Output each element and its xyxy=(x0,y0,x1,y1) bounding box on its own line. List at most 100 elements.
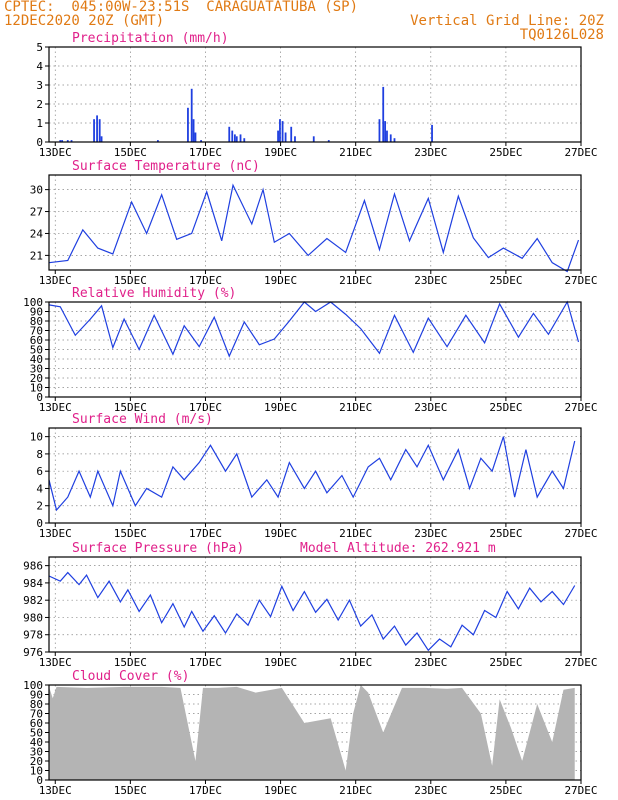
precip-bar xyxy=(384,121,386,142)
precip-bar xyxy=(284,132,287,142)
precip-bar xyxy=(187,107,189,142)
precip-bar xyxy=(93,119,95,142)
x-tick-label: 21DEC xyxy=(339,274,372,287)
header-model-id: TQ0126L028 xyxy=(519,27,604,43)
header-station-line: CPTEC: 045:00W-23:51S CARAGUATATUBA (SP) xyxy=(4,0,359,15)
y-tick-label: 70 xyxy=(30,325,43,338)
panel-frame xyxy=(48,427,582,524)
x-tick-label: 19DEC xyxy=(264,656,297,669)
x-tick-label: 25DEC xyxy=(489,146,522,159)
x-tick-label: 23DEC xyxy=(414,656,447,669)
x-tick-label: 15DEC xyxy=(114,146,147,159)
precip-bar xyxy=(192,119,195,142)
precip-bar xyxy=(190,88,193,142)
header-grid-line-note: Vertical Grid Line: 20Z xyxy=(410,13,604,29)
panel-title: Precipitation (mm/h) xyxy=(72,31,229,46)
x-tick-label: 25DEC xyxy=(489,401,522,414)
y-tick-label: 10 xyxy=(30,382,43,395)
y-tick-label: 0 xyxy=(36,517,43,530)
x-tick-label: 23DEC xyxy=(414,527,447,540)
panel-title: Surface Wind (m/s) xyxy=(72,412,213,427)
precip-bar xyxy=(386,130,388,142)
x-tick-label: 27DEC xyxy=(564,146,597,159)
y-tick-label: 980 xyxy=(23,611,43,624)
x-tick-label: 25DEC xyxy=(489,527,522,540)
y-tick-label: 10 xyxy=(30,765,43,778)
precip-bar xyxy=(281,121,284,142)
panel-1: 21 24 27 30 13DEC 15DEC 17DEC 19DEC 21DEC 23DEC 25… xyxy=(30,159,598,287)
x-tick-label: 27DEC xyxy=(564,274,597,287)
y-tick-label: 20 xyxy=(30,755,43,768)
series-line xyxy=(48,300,580,358)
x-tick-label: 21DEC xyxy=(339,146,372,159)
panel-frame xyxy=(48,556,582,653)
y-tick-label: 30 xyxy=(30,746,43,759)
x-tick-label: 21DEC xyxy=(339,656,372,669)
y-tick-label: 21 xyxy=(30,249,43,262)
panel-title: Relative Humidity (%) xyxy=(72,286,236,301)
y-tick-label: 60 xyxy=(30,717,43,730)
y-tick-label: 0 xyxy=(36,136,43,149)
precip-bar xyxy=(290,126,293,142)
x-tick-label: 21DEC xyxy=(339,401,372,414)
x-tick-label: 27DEC xyxy=(564,784,597,797)
y-tick-label: 90 xyxy=(30,689,43,702)
precip-bar xyxy=(235,136,238,142)
x-tick-label: 13DEC xyxy=(39,656,72,669)
y-tick-label: 90 xyxy=(30,306,43,319)
y-tick-label: 6 xyxy=(36,465,43,478)
y-tick-label: 10 xyxy=(30,431,43,444)
precip-bar xyxy=(96,115,98,142)
y-tick-label: 60 xyxy=(30,334,43,347)
y-tick-label: 100 xyxy=(23,679,43,692)
y-tick-label: 978 xyxy=(23,629,43,642)
x-tick-label: 17DEC xyxy=(189,401,222,414)
x-tick-label: 19DEC xyxy=(264,274,297,287)
panel-3: 0 2 4 6 8 10 13DEC 15DEC 17DEC 19DEC 21DEC 23DEC 25D… xyxy=(30,412,598,540)
y-tick-label: 20 xyxy=(30,372,43,385)
panel-subtitle: Model Altitude: 262.921 m xyxy=(300,541,496,556)
precip-bar xyxy=(70,140,73,142)
series-line xyxy=(48,571,576,652)
y-tick-label: 2 xyxy=(36,98,43,111)
x-tick-label: 25DEC xyxy=(489,784,522,797)
precip-bar xyxy=(382,86,385,142)
x-tick-label: 19DEC xyxy=(264,401,297,414)
y-tick-label: 8 xyxy=(36,448,43,461)
precip-bar xyxy=(243,138,246,142)
x-tick-label: 25DEC xyxy=(489,274,522,287)
panel-frame xyxy=(48,46,582,143)
y-tick-label: 0 xyxy=(36,391,43,404)
x-tick-label: 23DEC xyxy=(414,784,447,797)
precip-bar xyxy=(61,140,64,142)
precip-bar xyxy=(393,138,396,142)
y-tick-label: 50 xyxy=(30,344,43,357)
panel-0: 0 1 2 3 4 5 13DEC 15DEC 17DEC 19DEC 21DEC 23DEC 25DE… xyxy=(36,31,597,159)
y-tick-label: 70 xyxy=(30,708,43,721)
y-tick-label: 982 xyxy=(23,594,43,607)
y-tick-label: 80 xyxy=(30,698,43,711)
y-tick-label: 1 xyxy=(36,117,43,130)
precip-bar xyxy=(294,136,296,142)
y-tick-label: 984 xyxy=(23,577,43,590)
precip-bar xyxy=(228,126,231,142)
y-tick-label: 986 xyxy=(23,560,43,573)
series-line xyxy=(48,436,576,512)
x-tick-label: 15DEC xyxy=(114,784,147,797)
panel-title: Cloud Cover (%) xyxy=(72,669,189,684)
x-tick-label: 19DEC xyxy=(264,527,297,540)
panel-title: Surface Pressure (hPa) xyxy=(72,541,244,556)
x-tick-label: 13DEC xyxy=(39,146,72,159)
y-tick-label: 976 xyxy=(23,646,43,659)
precip-bar xyxy=(277,130,279,142)
x-tick-label: 13DEC xyxy=(39,784,72,797)
y-tick-label: 100 xyxy=(23,296,43,309)
x-tick-label: 19DEC xyxy=(264,784,297,797)
x-tick-label: 21DEC xyxy=(339,527,372,540)
precip-bar xyxy=(233,134,236,142)
y-tick-label: 40 xyxy=(30,736,43,749)
y-tick-label: 80 xyxy=(30,315,43,328)
x-tick-label: 17DEC xyxy=(189,656,222,669)
precip-bar xyxy=(59,140,62,142)
panel-4: 976 978 980 982 984 986 13DEC 15DEC 17DEC 19DEC 21… xyxy=(23,541,597,669)
